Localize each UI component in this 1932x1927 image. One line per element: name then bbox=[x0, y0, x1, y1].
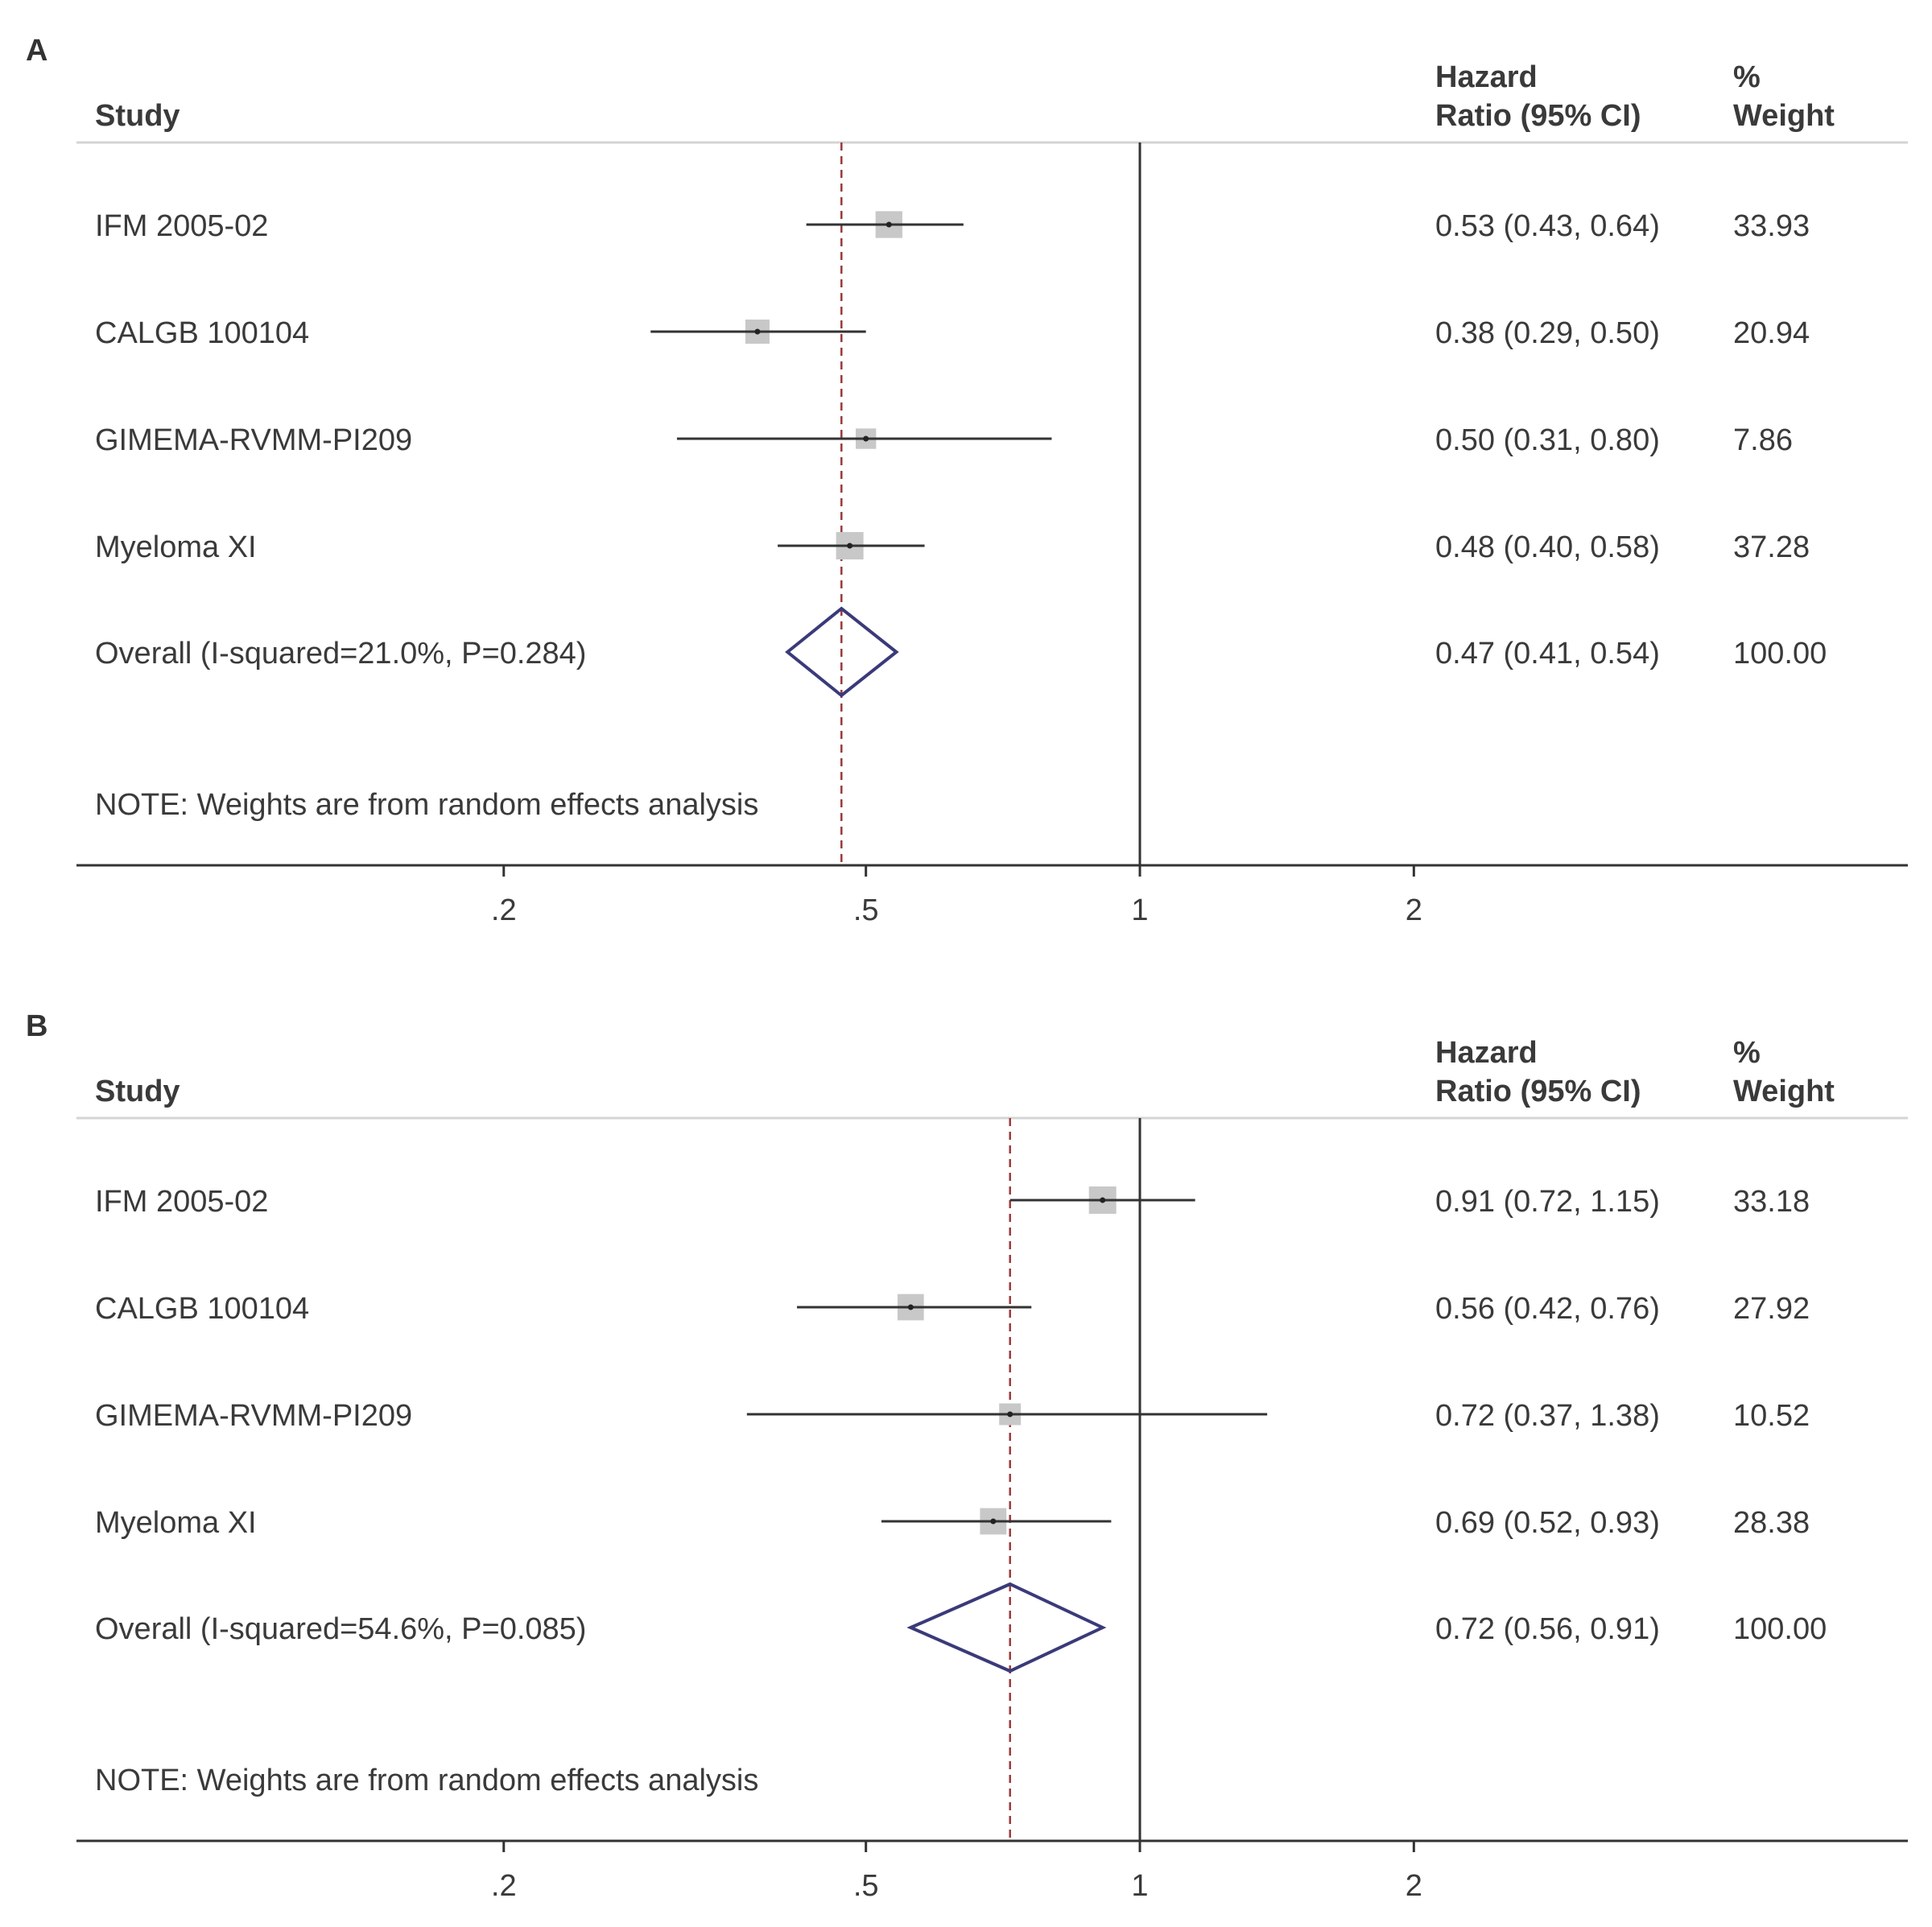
x-axis-tick-label: .5 bbox=[853, 1869, 879, 1903]
study-hazard-ratio: 0.91 (0.72, 1.15) bbox=[1435, 1185, 1660, 1219]
study-point-estimate bbox=[754, 328, 761, 335]
panel-letter: B bbox=[26, 1009, 47, 1043]
overall-hazard-ratio: 0.47 (0.41, 0.54) bbox=[1435, 637, 1660, 671]
study-point-estimate bbox=[863, 435, 869, 442]
study-point-estimate bbox=[990, 1518, 997, 1525]
x-axis-tick-label: .2 bbox=[491, 893, 517, 927]
study-point-estimate bbox=[886, 221, 892, 228]
overall-label: Overall (I-squared=54.6%, P=0.085) bbox=[95, 1612, 586, 1646]
study-hazard-ratio: 0.53 (0.43, 0.64) bbox=[1435, 209, 1660, 243]
header-weight-line2: Weight bbox=[1733, 99, 1835, 133]
weights-note: NOTE: Weights are from random effects an… bbox=[95, 788, 758, 822]
study-name: CALGB 100104 bbox=[95, 316, 309, 350]
study-hazard-ratio: 0.38 (0.29, 0.50) bbox=[1435, 316, 1660, 350]
study-weight: 20.94 bbox=[1733, 316, 1810, 350]
study-weight: 33.18 bbox=[1733, 1185, 1810, 1219]
overall-diamond bbox=[906, 1582, 1107, 1673]
header-hazard-ratio-line2: Ratio (95% CI) bbox=[1435, 99, 1641, 133]
header-study: Study bbox=[95, 99, 180, 133]
overall-weight: 100.00 bbox=[1733, 1612, 1827, 1646]
header-weight-line2: Weight bbox=[1733, 1075, 1835, 1108]
weights-note: NOTE: Weights are from random effects an… bbox=[95, 1764, 758, 1797]
study-point-estimate bbox=[847, 543, 853, 549]
header-hazard-ratio-line2: Ratio (95% CI) bbox=[1435, 1075, 1641, 1108]
x-axis-tick-label: 1 bbox=[1131, 893, 1148, 927]
panel-a: A Study Hazard Ratio (95% CI)% Weight IFM 200… bbox=[26, 34, 1908, 927]
study-name: IFM 2005-02 bbox=[95, 1185, 268, 1219]
study-hazard-ratio: 0.72 (0.37, 1.38) bbox=[1435, 1399, 1660, 1433]
study-name: CALGB 100104 bbox=[95, 1292, 309, 1326]
study-point-estimate bbox=[1007, 1411, 1013, 1417]
study-hazard-ratio: 0.69 (0.52, 0.93) bbox=[1435, 1506, 1660, 1540]
study-name: GIMEMA-RVMM-PI209 bbox=[95, 423, 412, 457]
study-name: Myeloma XI bbox=[95, 530, 257, 564]
study-weight: 27.92 bbox=[1733, 1292, 1810, 1326]
study-weight: 7.86 bbox=[1733, 423, 1793, 457]
x-axis-tick-label: 1 bbox=[1131, 1869, 1148, 1903]
x-axis-tick-label: .2 bbox=[491, 1869, 517, 1903]
overall-hazard-ratio: 0.72 (0.56, 0.91) bbox=[1435, 1612, 1660, 1646]
study-name: IFM 2005-02 bbox=[95, 209, 268, 243]
panel-b: B Study Hazard Ratio (95% CI)% Weight IFM 200… bbox=[26, 1009, 1908, 1903]
overall-diamond bbox=[785, 606, 899, 698]
study-weight: 33.93 bbox=[1733, 209, 1810, 243]
header-weight-line1: % bbox=[1733, 1036, 1761, 1070]
study-hazard-ratio: 0.56 (0.42, 0.76) bbox=[1435, 1292, 1660, 1326]
study-weight: 37.28 bbox=[1733, 530, 1810, 564]
x-axis-tick-label: .5 bbox=[853, 893, 879, 927]
study-point-estimate bbox=[1100, 1197, 1106, 1203]
x-axis-tick-label: 2 bbox=[1406, 893, 1422, 927]
study-hazard-ratio: 0.48 (0.40, 0.58) bbox=[1435, 530, 1660, 564]
study-weight: 28.38 bbox=[1733, 1506, 1810, 1540]
study-hazard-ratio: 0.50 (0.31, 0.80) bbox=[1435, 423, 1660, 457]
overall-label: Overall (I-squared=21.0%, P=0.284) bbox=[95, 637, 586, 671]
header-hazard-ratio-line1: Hazard bbox=[1435, 60, 1538, 94]
study-name: Myeloma XI bbox=[95, 1506, 257, 1540]
x-axis-tick-label: 2 bbox=[1406, 1869, 1422, 1903]
panel-letter: A bbox=[26, 34, 47, 68]
overall-weight: 100.00 bbox=[1733, 637, 1827, 671]
study-point-estimate bbox=[907, 1304, 914, 1310]
header-weight-line1: % bbox=[1733, 60, 1761, 94]
header-hazard-ratio-line1: Hazard bbox=[1435, 1036, 1538, 1070]
study-weight: 10.52 bbox=[1733, 1399, 1810, 1433]
header-study: Study bbox=[95, 1075, 180, 1108]
study-name: GIMEMA-RVMM-PI209 bbox=[95, 1399, 412, 1433]
